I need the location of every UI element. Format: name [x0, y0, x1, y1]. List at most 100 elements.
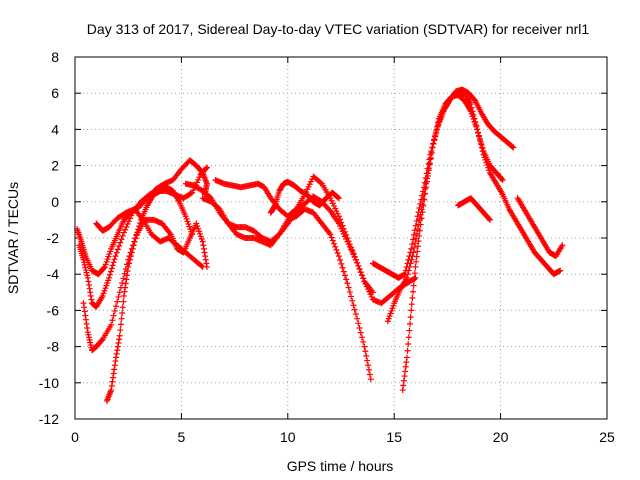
series-arc12 [399, 92, 564, 394]
data-point [123, 223, 130, 230]
data-point [348, 244, 355, 251]
data-point [349, 247, 356, 254]
data-point [408, 245, 415, 252]
data-point [362, 348, 369, 355]
data-point [335, 213, 342, 220]
data-point [122, 284, 129, 291]
data-point [433, 127, 440, 134]
data-point [317, 179, 324, 186]
data-point [98, 337, 105, 344]
data-point [410, 282, 417, 289]
data-point [365, 362, 372, 369]
x-tick-label: 15 [386, 429, 402, 445]
data-point [109, 262, 116, 269]
data-point [411, 244, 418, 251]
data-point [86, 285, 93, 292]
data-point [123, 272, 130, 279]
data-point [120, 275, 127, 282]
data-point [429, 144, 436, 151]
data-point [187, 190, 194, 197]
data-point [414, 248, 421, 255]
data-point [434, 123, 441, 130]
data-point [499, 177, 506, 184]
data-point [215, 205, 222, 212]
x-tick-label: 20 [493, 429, 509, 445]
chart-title: Day 313 of 2017, Sidereal Day-to-day VTE… [87, 21, 590, 37]
data-points [74, 86, 566, 404]
data-point [404, 347, 411, 354]
data-point [334, 194, 341, 201]
data-point [85, 278, 92, 285]
data-point [402, 363, 409, 370]
data-point [352, 256, 359, 263]
data-point [406, 263, 413, 270]
data-point [292, 207, 299, 214]
data-point [403, 359, 410, 366]
data-point [120, 292, 127, 299]
data-point [202, 256, 209, 263]
data-point [123, 276, 130, 283]
series-arc13 [514, 195, 566, 260]
data-point [124, 268, 131, 275]
x-tick-label: 5 [178, 429, 186, 445]
data-point [82, 312, 89, 319]
data-point [131, 238, 138, 245]
data-point [475, 130, 482, 137]
data-point [109, 317, 116, 324]
data-point [113, 249, 120, 256]
data-point [357, 269, 364, 276]
data-point [113, 354, 120, 361]
data-point [419, 209, 426, 216]
data-point [110, 370, 117, 377]
data-point [271, 203, 278, 210]
data-point [343, 231, 350, 238]
data-point [413, 258, 420, 265]
data-point [410, 231, 417, 238]
data-point [200, 245, 207, 252]
data-point [106, 271, 113, 278]
data-point [199, 263, 206, 270]
data-point [337, 216, 344, 223]
data-point [189, 231, 196, 238]
data-point [117, 239, 124, 246]
data-point [350, 302, 357, 309]
data-point [117, 327, 124, 334]
data-point [408, 256, 415, 263]
data-point [413, 217, 420, 224]
data-point [337, 256, 344, 263]
y-tick-label: -8 [47, 339, 60, 355]
data-point [113, 350, 120, 357]
data-point [478, 144, 485, 151]
data-point [200, 242, 207, 249]
data-point [134, 229, 141, 236]
data-point [119, 309, 126, 316]
data-point [410, 249, 417, 256]
data-point [80, 300, 87, 307]
data-point [110, 259, 117, 266]
data-point [127, 253, 134, 260]
data-point [476, 137, 483, 144]
data-point [401, 373, 408, 380]
data-point [133, 232, 140, 239]
data-point [358, 272, 365, 279]
data-point [203, 260, 210, 267]
data-point [83, 320, 90, 327]
x-tick-labels: 0 5 10 15 20 25 [71, 429, 615, 445]
data-point [479, 148, 486, 155]
data-point [82, 316, 89, 323]
data-point [338, 260, 345, 267]
data-point [84, 324, 91, 331]
data-point [125, 263, 132, 270]
data-point [114, 347, 121, 354]
data-point [111, 307, 118, 314]
data-point [128, 249, 135, 256]
data-point [340, 268, 347, 275]
data-point [425, 167, 432, 174]
data-point [361, 343, 368, 350]
data-point [108, 387, 115, 394]
data-point [110, 374, 116, 381]
data-point [407, 260, 414, 267]
data-point [127, 215, 134, 222]
data-point [426, 161, 433, 168]
data-point [118, 315, 125, 322]
